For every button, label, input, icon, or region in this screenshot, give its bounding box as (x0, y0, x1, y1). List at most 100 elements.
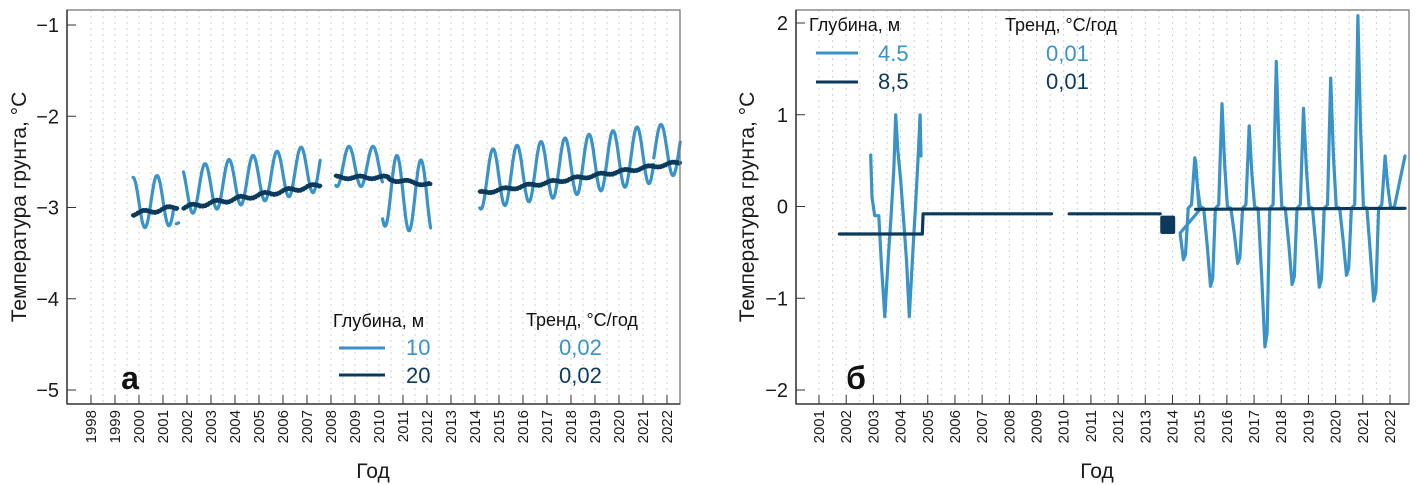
y-tick-label: −5 (36, 380, 59, 402)
panel-a-y-axis-title: Температура грунта, °C (8, 92, 31, 323)
x-tick-label: 2020 (1328, 410, 1345, 443)
x-tick-label: 2003 (203, 410, 220, 443)
x-tick-label: 2019 (587, 410, 604, 443)
x-tick-label: 2013 (1137, 410, 1154, 443)
series-line-8,5 (1194, 206, 1407, 211)
x-tick-label: 2008 (1001, 410, 1018, 443)
x-tick-label: 2011 (1083, 410, 1100, 442)
series-line-20 (477, 159, 682, 195)
x-tick-label: 2014 (467, 410, 484, 443)
series-line-20 (131, 204, 180, 218)
x-tick-label: 2020 (611, 410, 628, 443)
series-line-10 (131, 174, 176, 230)
x-tick-label: 1999 (107, 410, 124, 443)
x-tick-label: 2022 (659, 410, 676, 443)
x-tick-label: 2002 (838, 410, 855, 443)
x-tick-label: 2005 (251, 410, 268, 443)
y-tick-label: −4 (36, 289, 59, 311)
series-line-10 (381, 153, 433, 233)
panel-a-legend-trend-title: Тренд, °C/год (526, 310, 638, 330)
x-tick-label: 2015 (491, 410, 508, 443)
panel-b-chart: 2 1 0 −1 −2 2001 2002 2003 2004 2005 2006 2007 2008… (736, 9, 1410, 483)
x-tick-label: 2015 (1192, 410, 1209, 443)
x-tick-label: 2004 (227, 410, 244, 443)
y-tick-label: 1 (777, 105, 788, 127)
y-tick-label: −3 (36, 198, 59, 220)
series-line-4.5 (1178, 14, 1407, 349)
x-tick-label: 2017 (539, 410, 556, 443)
panel-a-legend-depth-10: 10 (406, 335, 430, 360)
y-tick-label: −1 (765, 288, 788, 310)
series-line-10 (478, 125, 656, 211)
x-tick-label: 2005 (920, 410, 937, 443)
panel-a-label: а (121, 360, 139, 396)
panel-a-x-axis: 1998 1999 2000 2001 2002 2003 2004 2005 2006 2007… (67, 395, 680, 443)
x-tick-label: 2001 (811, 410, 828, 443)
x-tick-label: 2002 (179, 410, 196, 443)
panel-a-chart: −1 −2 −3 −4 −5 1998 1999 2000 2001 2002 2003 2004 2… (8, 9, 682, 483)
panel-b-legend-trend-8.5: 0,01 (1046, 69, 1089, 94)
panel-b-legend-trend-title: Тренд, °C/год (1005, 15, 1117, 35)
x-tick-label: 2004 (893, 410, 910, 443)
series-line-4.5 (869, 113, 923, 319)
panel-b-legend-depth-4.5: 4.5 (878, 41, 909, 66)
panel-a-legend-depth-20: 20 (406, 363, 430, 388)
panel-b-label: б (846, 360, 866, 396)
panel-b-x-axis: 2001 2002 2003 2004 2005 2006 2007 2008 2009 2010… (796, 395, 1409, 443)
x-tick-label: 2021 (635, 410, 652, 443)
x-tick-label: 1998 (83, 410, 100, 443)
series-line-10 (334, 144, 384, 189)
x-tick-label: 2016 (1219, 410, 1236, 443)
panel-a-y-axis: −1 −2 −3 −4 −5 (36, 10, 76, 404)
series-line-8,5 (837, 212, 1054, 236)
panel-b-x-axis-title: Год (1080, 460, 1113, 483)
x-tick-label: 2012 (419, 410, 436, 443)
series-line-10 (174, 221, 181, 226)
series-line-10 (181, 145, 322, 215)
panel-b-legend: Глубина, м Тренд, °C/год 4.5 0,01 8,5 0,… (809, 15, 1117, 94)
x-tick-label: 2007 (299, 410, 316, 443)
x-tick-label: 2010 (371, 410, 388, 443)
x-tick-label: 2013 (443, 410, 460, 443)
x-tick-label: 2009 (1029, 410, 1046, 443)
panel-b-legend-trend-4.5: 0,01 (1046, 41, 1089, 66)
y-tick-label: −2 (765, 380, 788, 402)
panel-b-legend-depth-8.5: 8,5 (878, 69, 909, 94)
x-tick-label: 2001 (155, 410, 172, 443)
series-line-20 (386, 176, 433, 188)
series-line-10 (652, 122, 682, 178)
x-tick-label: 2019 (1300, 410, 1317, 443)
series-line-20 (333, 173, 391, 182)
x-tick-label: 2022 (1382, 410, 1399, 443)
panel-b-y-axis: 2 1 0 −1 −2 (765, 10, 805, 404)
x-tick-label: 2009 (347, 410, 364, 443)
series-block-8,5 (1160, 215, 1176, 235)
panel-a-legend-trend-20: 0,02 (559, 363, 602, 388)
x-tick-label: 2007 (974, 410, 991, 443)
x-tick-label: 2017 (1246, 410, 1263, 443)
x-tick-label: 2006 (947, 410, 964, 443)
x-tick-label: 2006 (275, 410, 292, 443)
panel-a-x-axis-title: Год (356, 460, 389, 483)
x-tick-label: 2018 (1273, 410, 1290, 443)
panel-b-y-axis-title: Температура грунта, °C (736, 92, 759, 323)
series-line-20 (181, 182, 323, 211)
panel-a-legend: Глубина, м Тренд, °C/год 10 0,02 20 0,02 (333, 310, 638, 388)
y-tick-label: 0 (777, 197, 788, 219)
x-tick-label: 2016 (515, 410, 532, 443)
x-tick-label: 2008 (323, 410, 340, 443)
x-tick-label: 2010 (1056, 410, 1073, 443)
panel-a-series (131, 122, 682, 233)
y-tick-label: −1 (36, 15, 59, 37)
x-tick-label: 2014 (1164, 410, 1181, 443)
panel-b-series (837, 14, 1407, 349)
y-tick-label: −2 (36, 106, 59, 128)
panel-a-legend-trend-10: 0,02 (559, 335, 602, 360)
x-tick-label: 2021 (1355, 410, 1372, 443)
panel-a-legend-depth-title: Глубина, м (333, 311, 424, 331)
x-tick-label: 2011 (395, 410, 412, 442)
x-tick-label: 2000 (131, 410, 148, 443)
y-tick-label: 2 (777, 13, 788, 35)
x-tick-label: 2003 (865, 410, 882, 443)
